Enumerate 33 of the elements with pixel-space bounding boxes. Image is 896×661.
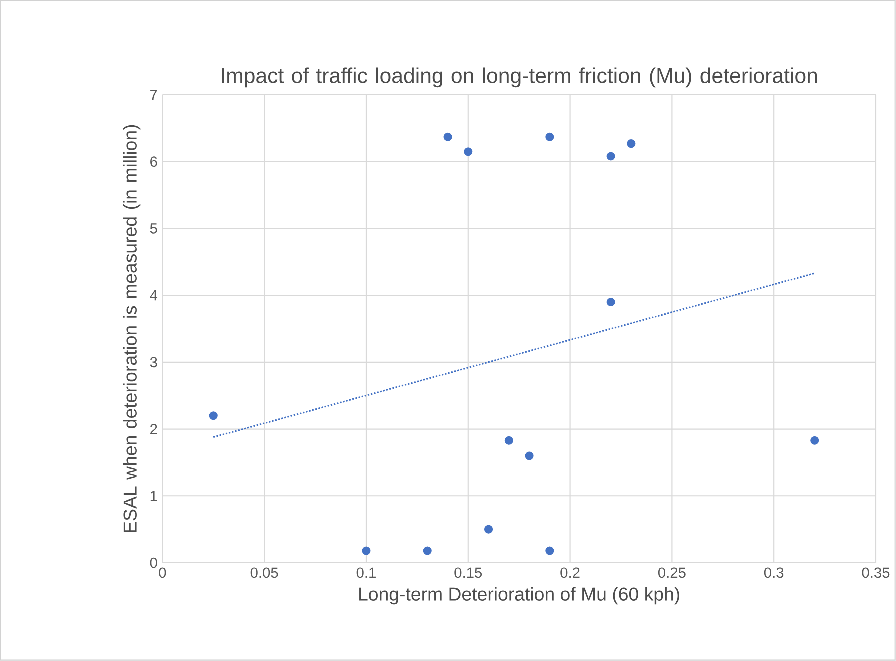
y-tick-label: 5 [150,224,158,234]
point [810,436,820,445]
point [209,412,218,420]
y-tick-label: 7 [150,90,158,100]
point [606,298,616,307]
point [525,452,534,460]
y-tick-label: 6 [150,156,158,168]
chart-title: Impact of traffic loading on long-term friction (Mu) deterioration [222,68,818,88]
x-tick-label: 0.25 [658,568,686,578]
point [362,546,371,556]
x-tick-label: 0 [159,568,166,578]
point [606,152,616,161]
point [546,546,554,556]
point [546,132,554,142]
x-tick-label: 0.35 [862,568,890,578]
x-tick-label: 0.1 [356,568,376,578]
point [423,546,432,556]
y-tick-label: 1 [150,491,158,502]
y-tick-label: 3 [150,357,158,368]
point [504,436,514,445]
y-axis-title: ESAL when deterioration is measured (in million) [123,125,141,532]
x-axis-title: Long-term Deterioration of Mu (60 kph) [360,587,680,605]
point [484,525,494,534]
point [627,140,636,148]
point [464,148,473,156]
y-tick-label: 0 [150,558,158,568]
y-tick-label: 2 [150,424,158,434]
x-tick-label: 0.3 [764,568,784,578]
x-tick-label: 0.05 [250,568,278,578]
x-tick-label: 0.15 [454,568,482,578]
x-tick-label: 0.2 [560,568,580,578]
point [444,132,452,142]
y-tick-label: 4 [150,290,158,301]
